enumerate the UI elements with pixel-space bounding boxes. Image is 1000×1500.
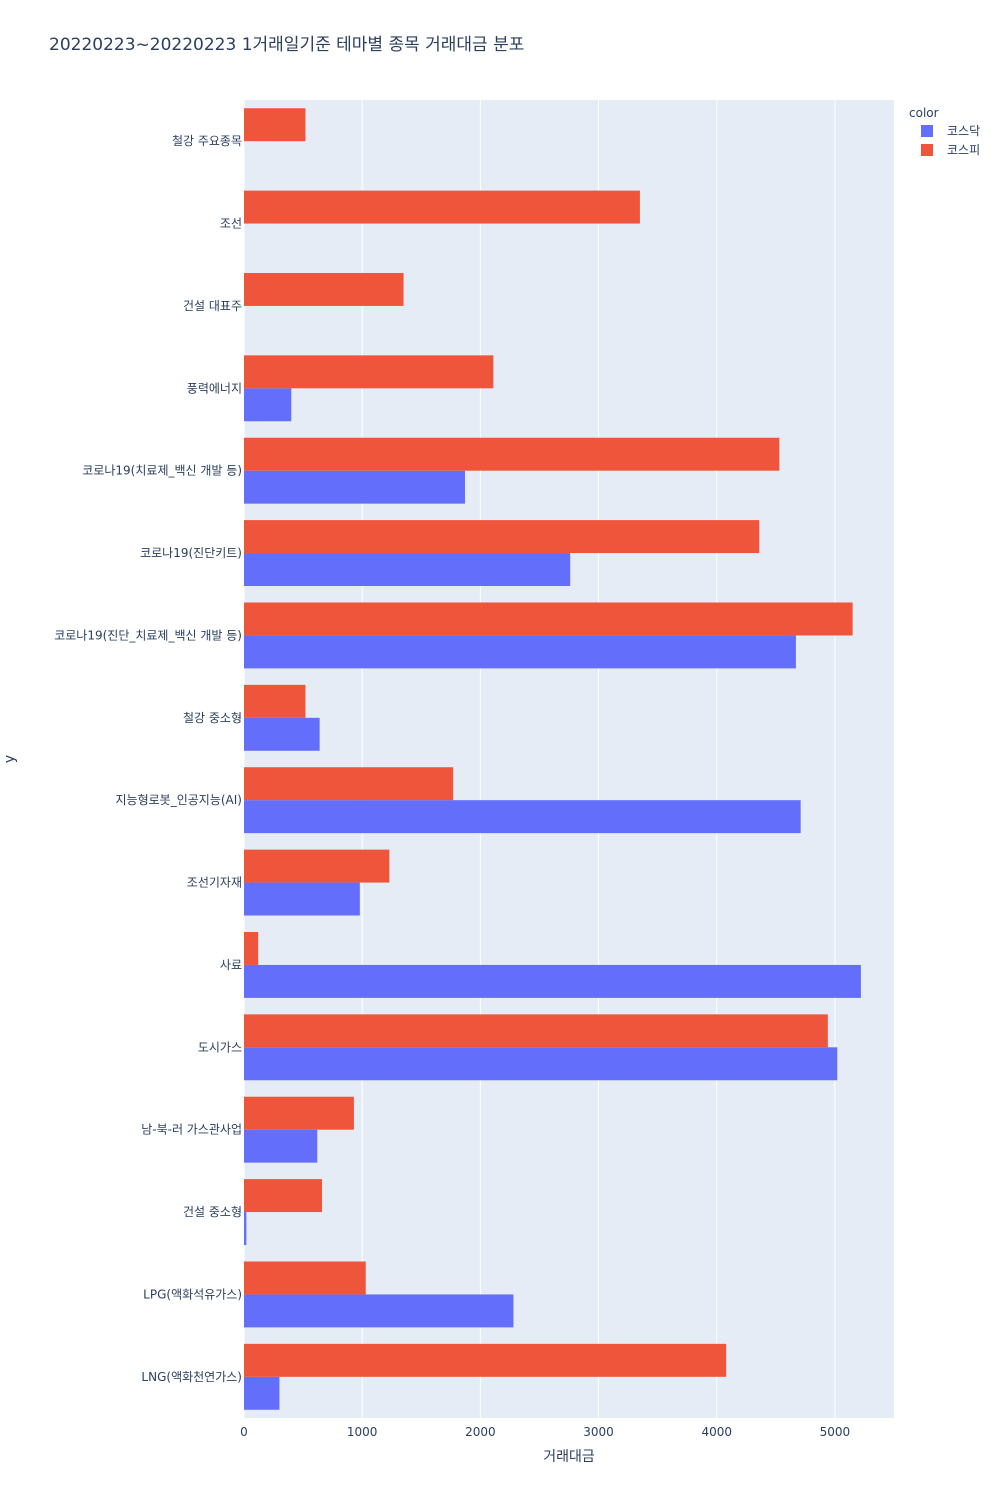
bar-kosdaq bbox=[244, 964, 861, 998]
y-tick-label: 조선 bbox=[220, 217, 242, 231]
plot-background bbox=[244, 100, 894, 1418]
y-tick-label: 코로나19(치료제_백신 개발 등) bbox=[82, 464, 242, 478]
bar-kosdaq bbox=[244, 388, 292, 422]
bar-kospi bbox=[244, 1179, 322, 1213]
chart-title: 20220223~20220223 1거래일기준 테마별 종목 거래대금 분포 bbox=[49, 35, 524, 55]
x-axis-title: 거래대금 bbox=[543, 1449, 595, 1465]
legend-swatch[interactable] bbox=[921, 144, 933, 156]
y-tick-label: 조선기자재 bbox=[187, 876, 242, 890]
legend-label[interactable]: 코스닥 bbox=[947, 124, 980, 138]
bar-kospi bbox=[244, 931, 259, 965]
y-tick-label: LNG(액화천연가스) bbox=[141, 1369, 242, 1384]
bar-kosdaq bbox=[244, 553, 571, 587]
x-tick-label: 2000 bbox=[465, 1425, 496, 1439]
y-tick-label: 철강 주요종목 bbox=[172, 134, 242, 148]
y-tick-label: 도시가스 bbox=[198, 1040, 242, 1054]
bar-kosdaq bbox=[244, 882, 360, 916]
y-axis-title: y bbox=[2, 755, 18, 763]
bar-kospi bbox=[244, 1261, 366, 1295]
bar-kospi bbox=[244, 1014, 828, 1048]
y-tick-label: LPG(액화석유가스) bbox=[143, 1287, 242, 1301]
y-tick-label: 코로나19(진단_치료제_백신 개발 등) bbox=[54, 628, 242, 642]
legend-swatch[interactable] bbox=[921, 125, 933, 137]
bar-kospi bbox=[244, 684, 306, 718]
bars bbox=[244, 108, 861, 1410]
bar-kospi bbox=[244, 437, 780, 471]
bar-kosdaq bbox=[244, 1047, 838, 1081]
bar-kosdaq bbox=[244, 470, 465, 504]
x-tick-label: 4000 bbox=[701, 1425, 732, 1439]
x-tick-label: 5000 bbox=[820, 1425, 851, 1439]
y-tick-label: 지능형로봇_인공지능(AI) bbox=[116, 793, 242, 807]
legend-title: color bbox=[909, 106, 939, 120]
gridlines bbox=[243, 100, 836, 1418]
bar-kosdaq bbox=[244, 1376, 280, 1410]
x-tick-label: 1000 bbox=[347, 1425, 378, 1439]
y-tick-label: 철강 중소형 bbox=[183, 711, 242, 725]
bar-kosdaq bbox=[244, 635, 796, 669]
bar-kospi bbox=[244, 190, 640, 224]
bar-kospi bbox=[244, 849, 390, 883]
bar-kospi bbox=[244, 355, 494, 389]
y-tick-label: 코로나19(진단키트) bbox=[140, 546, 242, 560]
bar-kospi bbox=[244, 767, 454, 801]
x-tick-label: 3000 bbox=[583, 1425, 614, 1439]
bar-kospi bbox=[244, 108, 306, 142]
bar-kospi bbox=[244, 520, 760, 554]
y-tick-label: 사료 bbox=[220, 958, 242, 972]
bar-kosdaq bbox=[244, 1212, 247, 1246]
bar-kosdaq bbox=[244, 1294, 514, 1328]
bar-kosdaq bbox=[244, 1129, 318, 1163]
y-tick-label: 남-북-러 가스관사업 bbox=[141, 1123, 242, 1137]
y-tick-label: 건설 중소형 bbox=[183, 1205, 242, 1219]
bar-kosdaq bbox=[244, 717, 320, 751]
y-tick-label: 풍력에너지 bbox=[187, 381, 242, 395]
x-tick-label: 0 bbox=[240, 1425, 248, 1439]
x-tick-labels: 0 1000 2000 3000 4000 5000 bbox=[240, 1425, 850, 1439]
bar-kospi bbox=[244, 1096, 354, 1130]
bar-kospi bbox=[244, 602, 853, 636]
bar-kospi bbox=[244, 272, 404, 306]
bar-kospi bbox=[244, 1343, 727, 1377]
bar-kosdaq bbox=[244, 800, 801, 834]
legend-label[interactable]: 코스피 bbox=[947, 143, 980, 157]
y-tick-label: 건설 대표주 bbox=[183, 299, 242, 313]
